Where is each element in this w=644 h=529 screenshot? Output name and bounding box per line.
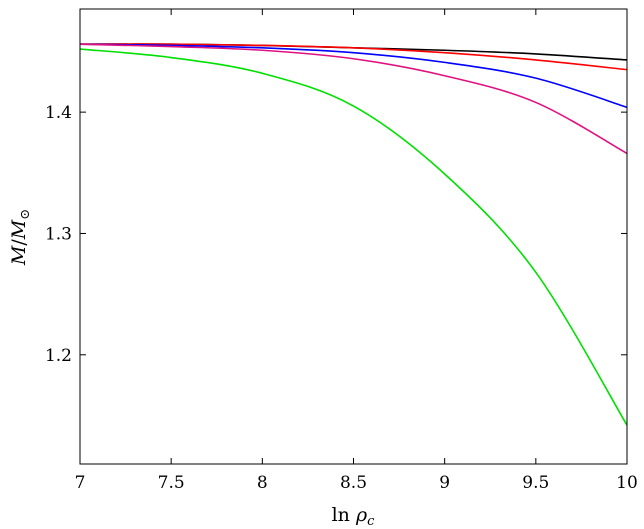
x-tick-label: 8 [257,473,268,493]
x-axis-label: ln ρc [332,504,376,529]
series-line-3 [79,43,628,109]
y-tick-label: 1.2 [45,346,72,366]
x-tick-label: 7.5 [158,473,185,493]
x-tick-label: 7 [75,473,86,493]
x-tick-labels: 7 7.5 8 8.5 9 9.5 10 [75,473,638,493]
y-tick-label: 1.3 [45,224,72,244]
series-line-2 [79,43,628,71]
axis-ticks [79,9,628,464]
y-tick-labels: 1.2 1.3 1.4 [45,103,72,366]
series-line-4 [79,43,628,155]
x-tick-label: 9 [439,473,450,493]
series-lines [79,43,628,426]
x-tick-label: 8.5 [340,473,367,493]
x-tick-label: 9.5 [522,473,549,493]
series-line-5 [79,48,628,426]
x-tick-label: 10 [616,473,638,493]
plot-frame [79,8,628,465]
y-tick-label: 1.4 [45,103,72,123]
y-axis-label: M/M⊙ [8,209,33,266]
